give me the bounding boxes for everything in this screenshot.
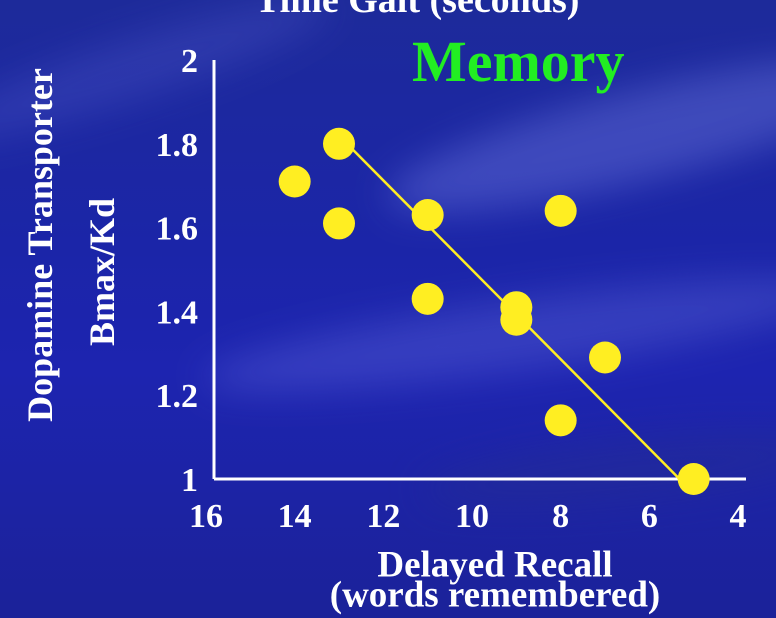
x-tick-label: 4 [730,498,747,535]
x-tick-label: 8 [552,498,569,535]
data-point [278,165,311,198]
data-point [500,303,533,336]
y-tick-label: 1.8 [156,127,199,164]
y-tick-label: 1.6 [156,211,199,248]
x-tick-label: 16 [189,498,223,535]
x-axis-label-line1: Delayed Recall [377,544,613,586]
x-tick-label: 14 [278,498,312,535]
data-point [544,404,577,437]
x-axis-label-line2: (words remembered) [329,574,661,616]
y-tick-label: 1 [181,462,198,499]
x-tick-label: 10 [455,498,489,535]
x-tick-label: 6 [641,498,658,535]
x-tick-labels: 16 14 12 10 8 6 4 [189,498,747,535]
data-point [544,194,577,227]
chart-subtitle: Memory [412,29,625,94]
y-tick-labels: 1 1.2 1.4 1.6 1.8 2 [156,43,199,499]
data-point [323,127,355,160]
data-point [411,282,444,315]
chart-title: Time Gait (seconds) [255,0,580,21]
x-tick-label: 12 [366,498,400,535]
y-tick-label: 2 [181,43,198,80]
y-tick-label: 1.2 [156,378,199,415]
data-point [677,463,710,495]
data-points [278,127,710,495]
data-point [411,199,444,232]
y-tick-label: 1.4 [156,294,199,331]
data-point [589,341,621,374]
data-point [323,207,355,240]
